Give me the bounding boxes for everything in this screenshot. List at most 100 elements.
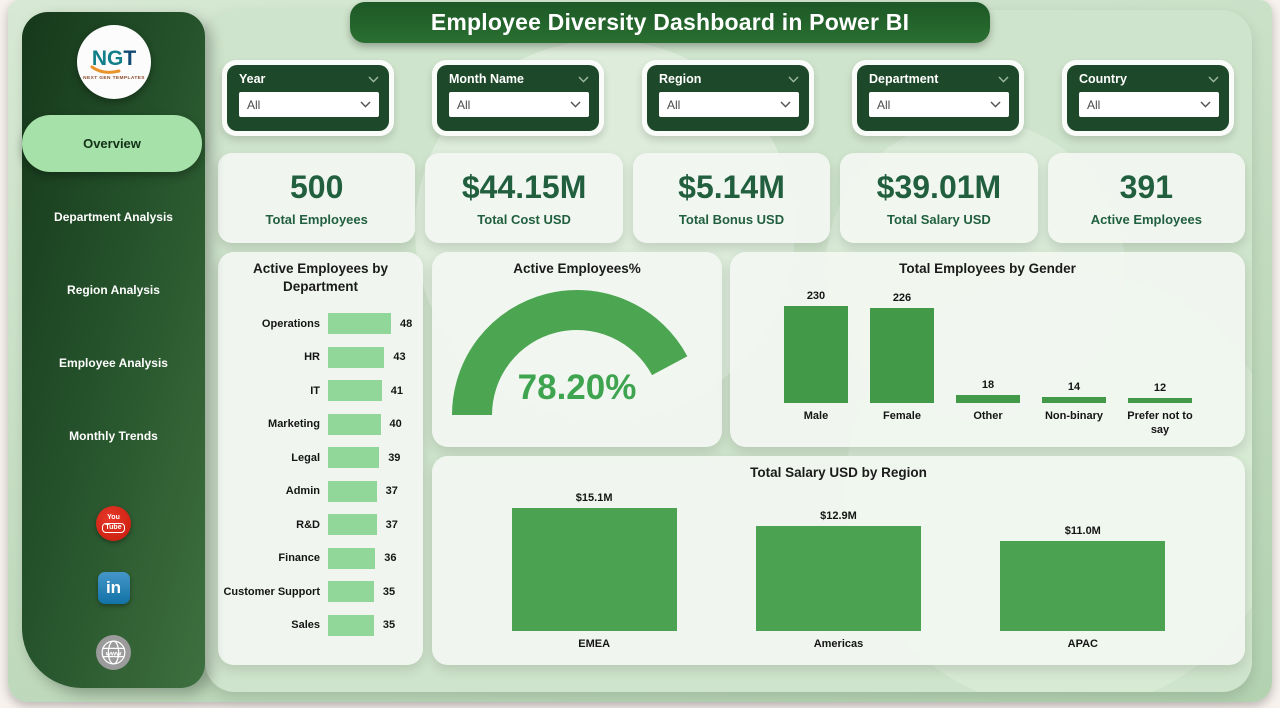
slicer-header: Month Name xyxy=(449,72,589,86)
dashboard-title: Employee Diversity Dashboard in Power BI xyxy=(430,9,910,35)
dashboard-title-bar: Employee Diversity Dashboard in Power BI xyxy=(350,2,990,43)
slicer-label: Department xyxy=(869,72,939,86)
bar[interactable] xyxy=(755,525,921,631)
chart-title: Total Salary USD by Region xyxy=(750,465,927,480)
linkedin-icon[interactable]: in xyxy=(97,572,130,604)
category-label: Sales xyxy=(291,619,320,632)
filter-region: Region All xyxy=(642,60,814,136)
slicer-dropdown-year[interactable]: All xyxy=(239,92,379,117)
value-label: 39 xyxy=(388,451,401,464)
kpi-value: $5.14M xyxy=(678,169,785,205)
bar-column-apac: $11.0M APAC xyxy=(961,482,1205,657)
bar[interactable] xyxy=(328,413,381,435)
category-label: HR xyxy=(304,351,320,364)
value-label: 230 xyxy=(806,290,826,302)
gauge-value: 78.20% xyxy=(517,368,637,407)
slicer-header: Department xyxy=(869,72,1009,86)
sidebar-item-overview[interactable]: Overview xyxy=(22,115,202,172)
slicer-label: Month Name xyxy=(449,72,524,86)
slicer-label: Country xyxy=(1079,72,1127,86)
chart-title: Active Employees% xyxy=(513,261,641,276)
bar[interactable] xyxy=(1042,397,1106,403)
slicer-dropdown-region[interactable]: All xyxy=(659,92,799,117)
bar-row-operations: Operations 48 xyxy=(218,307,423,341)
slicer-header: Year xyxy=(239,72,379,86)
bar[interactable] xyxy=(328,514,377,536)
value-label: $15.1M xyxy=(575,492,613,504)
bar-row-customer-support: Customer Support 35 xyxy=(218,575,423,609)
bar-row-it: IT 41 xyxy=(218,374,423,408)
kpi-value: $44.15M xyxy=(461,169,587,205)
bar[interactable] xyxy=(1128,397,1192,403)
chevron-down-icon xyxy=(570,101,581,108)
bar[interactable] xyxy=(328,380,382,402)
category-label: Customer Support xyxy=(223,585,320,598)
bar[interactable] xyxy=(328,313,391,335)
bar-row-sales: Sales 35 xyxy=(218,609,423,643)
department-chart-card: Active Employees by Department Operation… xyxy=(218,252,423,665)
kpi-active-employees: 391 Active Employees xyxy=(1047,153,1246,243)
filter-year: Year All xyxy=(222,60,394,136)
bar[interactable] xyxy=(328,547,376,569)
value-label: 14 xyxy=(1067,381,1081,394)
slicer-header: Region xyxy=(659,72,799,86)
bar[interactable] xyxy=(956,395,1020,403)
bar[interactable] xyxy=(870,307,934,403)
bar-row-finance: Finance 36 xyxy=(218,542,423,576)
slicer-value: All xyxy=(667,97,681,112)
slicer-value: All xyxy=(247,97,261,112)
chevron-down-icon xyxy=(1200,101,1211,108)
sidebar-item-monthly-trends[interactable]: Monthly Trends xyxy=(69,428,158,443)
bar[interactable] xyxy=(784,306,848,403)
category-label: Non-binary xyxy=(1044,410,1104,422)
filter-bar: Year All Month Name All Region xyxy=(222,60,1234,140)
value-label: 41 xyxy=(390,384,404,397)
value-label: 43 xyxy=(393,351,406,364)
bar-row-r-d: R&D 37 xyxy=(218,508,423,542)
slicer-dropdown-department[interactable]: All xyxy=(869,92,1009,117)
sidebar: NGT NEXT GEN TEMPLATES Overview Departmen… xyxy=(22,12,205,688)
bar-column-non-binary: 14 Non-binary xyxy=(1031,280,1117,439)
chart-title: Active Employees by Department xyxy=(252,261,389,294)
department-bar-chart: Operations 48 HR 43 IT 41 Marketing 40 Legal… xyxy=(218,307,423,642)
slicer-country: Country All xyxy=(1067,65,1229,131)
category-label: Prefer not to say xyxy=(1127,410,1193,437)
youtube-icon[interactable]: You Tube xyxy=(96,506,131,541)
kpi-total-cost-usd: $44.15M Total Cost USD xyxy=(425,153,623,243)
bar[interactable] xyxy=(328,480,377,502)
category-label: Female xyxy=(883,410,921,422)
sidebar-item-region-analysis[interactable]: Region Analysis xyxy=(67,282,160,297)
category-label: Male xyxy=(803,410,829,422)
category-label: EMEA xyxy=(578,638,611,650)
region-bar-chart: $15.1M EMEA $12.9M Americas $11.0M APAC xyxy=(472,482,1205,657)
bar[interactable] xyxy=(511,508,677,631)
ngt-logo-icon: NGT NEXT GEN TEMPLATES xyxy=(83,47,145,81)
website-icon[interactable]: www xyxy=(96,635,131,675)
slicer-value: All xyxy=(877,97,891,112)
slicer-dropdown-country[interactable]: All xyxy=(1079,92,1219,117)
filter-month-name: Month Name All xyxy=(432,60,604,136)
slicer-dropdown-month-name[interactable]: All xyxy=(449,92,589,117)
category-label: Finance xyxy=(278,552,320,565)
bar[interactable] xyxy=(328,614,374,636)
chevron-down-icon xyxy=(990,101,1001,108)
sidebar-menu: Overview Department Analysis Region Analys… xyxy=(22,115,205,464)
youtube-icon-text-tube: Tube xyxy=(102,522,125,533)
value-label: 36 xyxy=(384,552,397,565)
bar[interactable] xyxy=(1000,541,1166,631)
gauge-card: Active Employees% 78.20% xyxy=(432,252,722,447)
bar-column-prefer-not-to-say: 12 Prefer not to say xyxy=(1117,280,1203,439)
sidebar-item-department-analysis[interactable]: Department Analysis xyxy=(54,209,173,224)
gender-bar-chart: 230 Male 226 Female 18 Other 14 Non-binary 1… xyxy=(772,280,1204,439)
value-label: 35 xyxy=(382,585,396,598)
value-label: 226 xyxy=(892,291,912,304)
gender-chart-card: Total Employees by Gender 230 Male 226 Fe… xyxy=(730,252,1245,447)
category-label: Admin xyxy=(285,485,320,498)
bar[interactable] xyxy=(328,447,380,469)
bar-row-marketing: Marketing 40 xyxy=(218,408,423,442)
sidebar-item-employee-analysis[interactable]: Employee Analysis xyxy=(59,355,168,370)
bar[interactable] xyxy=(328,346,385,368)
sidebar-socials: You Tube in www xyxy=(96,506,131,675)
bar[interactable] xyxy=(328,581,374,603)
chevron-down-icon xyxy=(788,75,799,83)
